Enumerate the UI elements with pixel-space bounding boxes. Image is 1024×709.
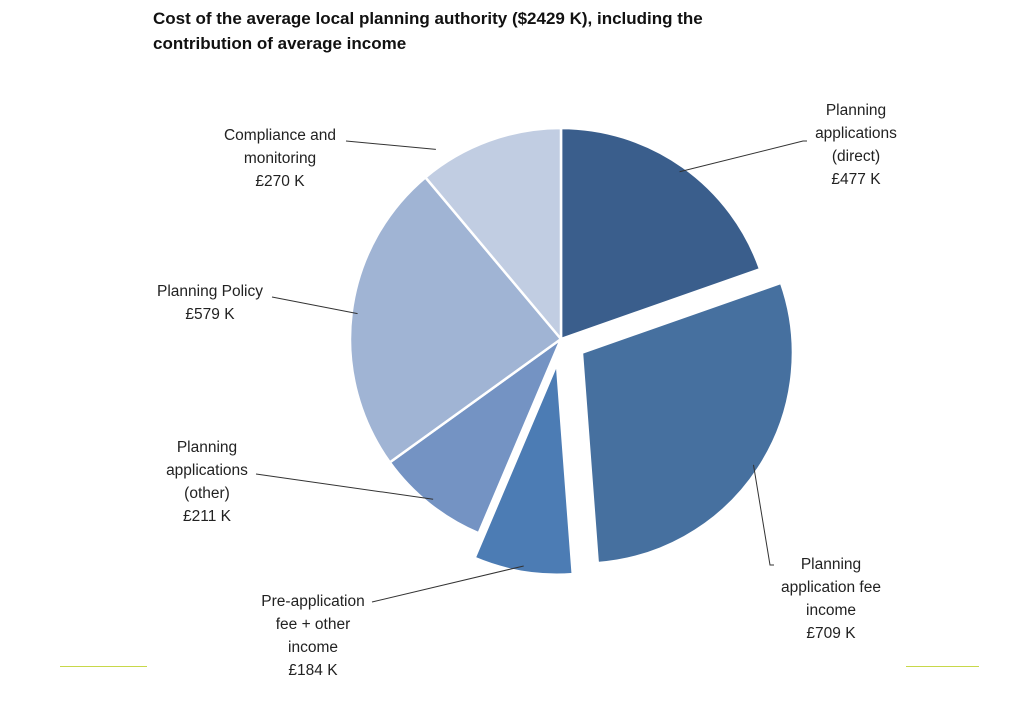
leader-line-planning-applications-direct: [679, 140, 807, 173]
decorative-divider-left: [60, 666, 147, 667]
slice-label-pre-application-fee: Pre-application fee + other income £184 …: [248, 590, 378, 682]
decorative-divider-right: [906, 666, 979, 667]
leader-line-pre-application-fee-other-income: [371, 565, 524, 603]
leader-line-planning-policy: [271, 296, 358, 315]
pie-slice-compliance-and-monitoring: [424, 126, 563, 341]
leader-line-planning-application-fee-income: [752, 464, 774, 566]
label-value: £709 K: [806, 625, 856, 642]
label-line: Compliance and: [223, 127, 336, 144]
pie-slice-planning-application-fee-income: [580, 281, 795, 565]
label-value: £184 K: [288, 662, 338, 679]
label-line: income: [288, 639, 338, 656]
slice-label-planning-policy: Planning Policy £579 K: [146, 280, 274, 326]
slice-label-planning-applications-other: Planning applications (other) £211 K: [152, 436, 262, 528]
label-line: Planning: [825, 102, 887, 119]
label-line: application fee: [781, 579, 881, 596]
label-value: £477 K: [831, 171, 881, 188]
label-line: applications: [166, 462, 248, 479]
slice-label-planning-applications-direct: Planning applications (direct) £477 K: [798, 99, 914, 191]
label-value: £579 K: [185, 306, 235, 323]
leader-line-compliance-and-monitoring: [345, 140, 436, 150]
slice-label-planning-application-fee-income: Planning application fee income £709 K: [764, 553, 898, 645]
label-line: Planning Policy: [157, 283, 263, 300]
chart-title: Cost of the average local planning autho…: [153, 9, 703, 53]
label-line: fee + other: [275, 616, 351, 633]
label-line: Pre-application: [261, 593, 365, 610]
label-line: monitoring: [243, 150, 317, 167]
label-line: (direct): [831, 148, 881, 165]
label-line: Planning: [176, 439, 238, 456]
label-line: Planning: [800, 556, 862, 573]
label-line: (other): [184, 485, 230, 502]
label-line: income: [806, 602, 856, 619]
label-line: applications: [815, 125, 897, 142]
label-value: £211 K: [183, 508, 231, 525]
leader-line-planning-applications-other: [255, 473, 434, 500]
pie-slice-planning-applications-direct: [559, 126, 762, 341]
slice-label-compliance-and-monitoring: Compliance and monitoring £270 K: [212, 124, 348, 193]
pie-slice-pre-application-fee-other-income: [473, 362, 575, 576]
pie-slice-planning-applications-other: [388, 337, 563, 535]
label-value: £270 K: [255, 173, 305, 190]
